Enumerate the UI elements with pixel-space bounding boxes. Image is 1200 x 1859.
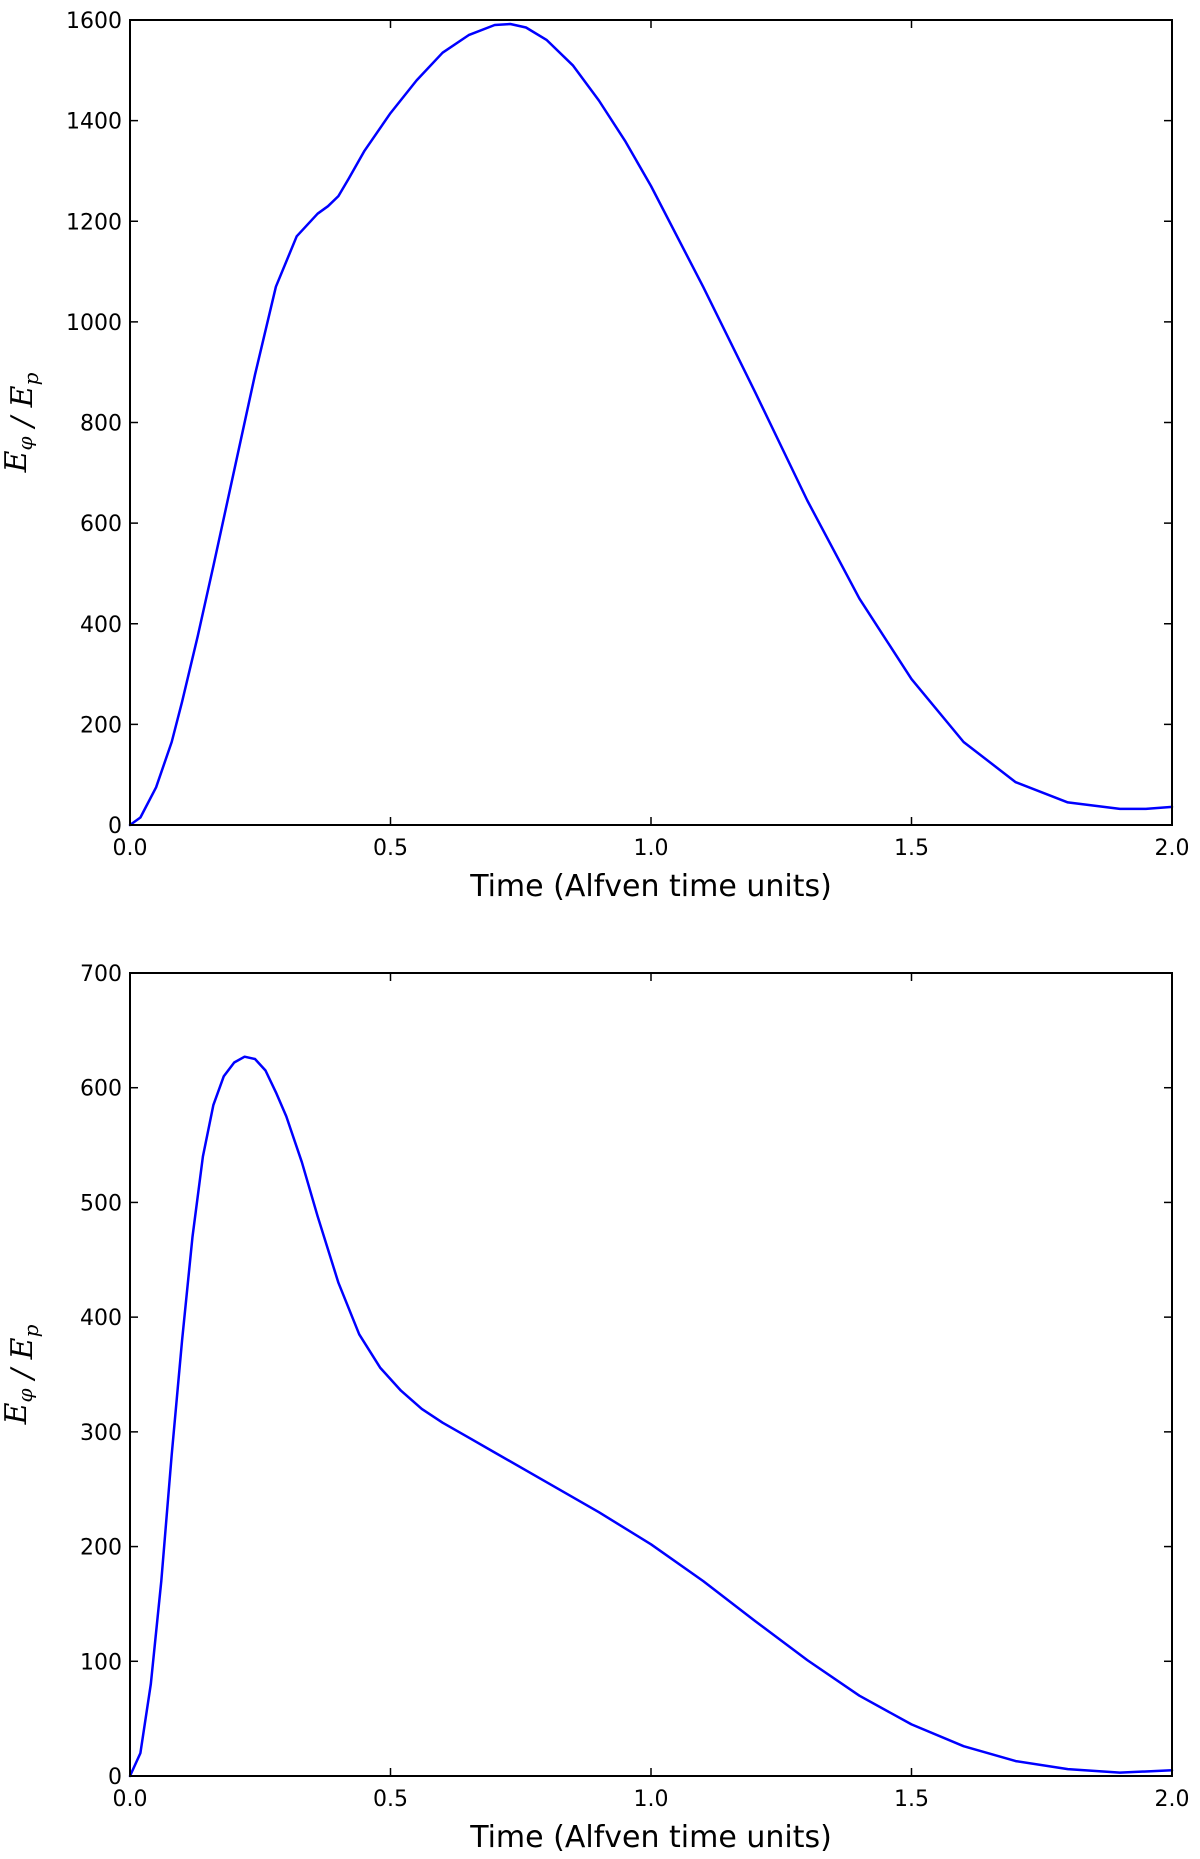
x-tick-label: 2.0: [1155, 1787, 1190, 1812]
y-tick-label: 600: [80, 1077, 122, 1102]
x-tick-label: 0.5: [373, 1787, 408, 1812]
y-tick-label: 400: [80, 1306, 122, 1331]
series-line-1: [128, 1055, 1174, 1778]
x-axis-title: Time (Alfven time units): [469, 1820, 832, 1855]
y-tick-label: 0: [108, 814, 122, 839]
y-tick-label: 200: [80, 1536, 122, 1561]
y-tick-label: 1000: [66, 311, 122, 336]
x-tick-label: 0.0: [113, 836, 148, 861]
y-tick-label: 400: [80, 613, 122, 638]
y-tick-label: 200: [80, 713, 122, 738]
x-axis-title: Time (Alfven time units): [469, 869, 832, 904]
y-tick-label: 1200: [66, 210, 122, 235]
x-tick-label: 1.0: [634, 836, 669, 861]
x-tick-label: 0.5: [373, 836, 408, 861]
y-tick-label: 1400: [66, 110, 122, 135]
y-axis-title: Eφ / Ep: [0, 1324, 43, 1425]
x-tick-label: 1.5: [894, 836, 929, 861]
y-tick-label: 700: [80, 962, 122, 987]
y-tick-label: 0: [108, 1765, 122, 1790]
x-tick-label: 2.0: [1155, 836, 1190, 861]
y-tick-label: 300: [80, 1421, 122, 1446]
y-tick-label: 600: [80, 512, 122, 537]
y-tick-label: 500: [80, 1191, 122, 1216]
x-tick-label: 1.5: [894, 1787, 929, 1812]
chart-panel-2: 0.0 0.5 1.0 1.5 2.0 0 100 200 300 400 500 600 700 Tim…: [0, 962, 1190, 1855]
chart-panel-1: 0.0 0.5 1.0 1.5 2.0 0 200 400 600 800 1000 1200 1400…: [0, 9, 1190, 904]
y-tick-label: 800: [80, 412, 122, 437]
y-tick-label: 100: [80, 1650, 122, 1675]
x-tick-label: 0.0: [113, 1787, 148, 1812]
y-tick-label: 1600: [66, 9, 122, 34]
y-axis-title: Eφ / Ep: [0, 372, 43, 473]
series-line-1: [128, 22, 1174, 827]
x-tick-label: 1.0: [634, 1787, 669, 1812]
